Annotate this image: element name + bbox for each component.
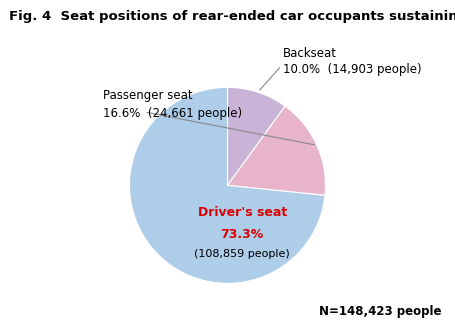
Text: Backseat: Backseat — [283, 47, 337, 60]
Text: 10.0%  (14,903 people): 10.0% (14,903 people) — [283, 63, 422, 76]
Text: 73.3%: 73.3% — [221, 228, 264, 241]
Text: N=148,423 people: N=148,423 people — [319, 305, 441, 318]
Wedge shape — [130, 87, 325, 283]
Text: Driver's seat: Driver's seat — [197, 206, 287, 219]
Text: Fig. 4  Seat positions of rear-ended car occupants sustaining neck injury: Fig. 4 Seat positions of rear-ended car … — [9, 10, 455, 23]
Wedge shape — [228, 106, 325, 195]
Text: (108,859 people): (108,859 people) — [194, 249, 290, 259]
Wedge shape — [228, 87, 285, 185]
Text: Passenger seat: Passenger seat — [103, 89, 192, 102]
Text: 16.6%  (24,661 people): 16.6% (24,661 people) — [103, 107, 242, 120]
